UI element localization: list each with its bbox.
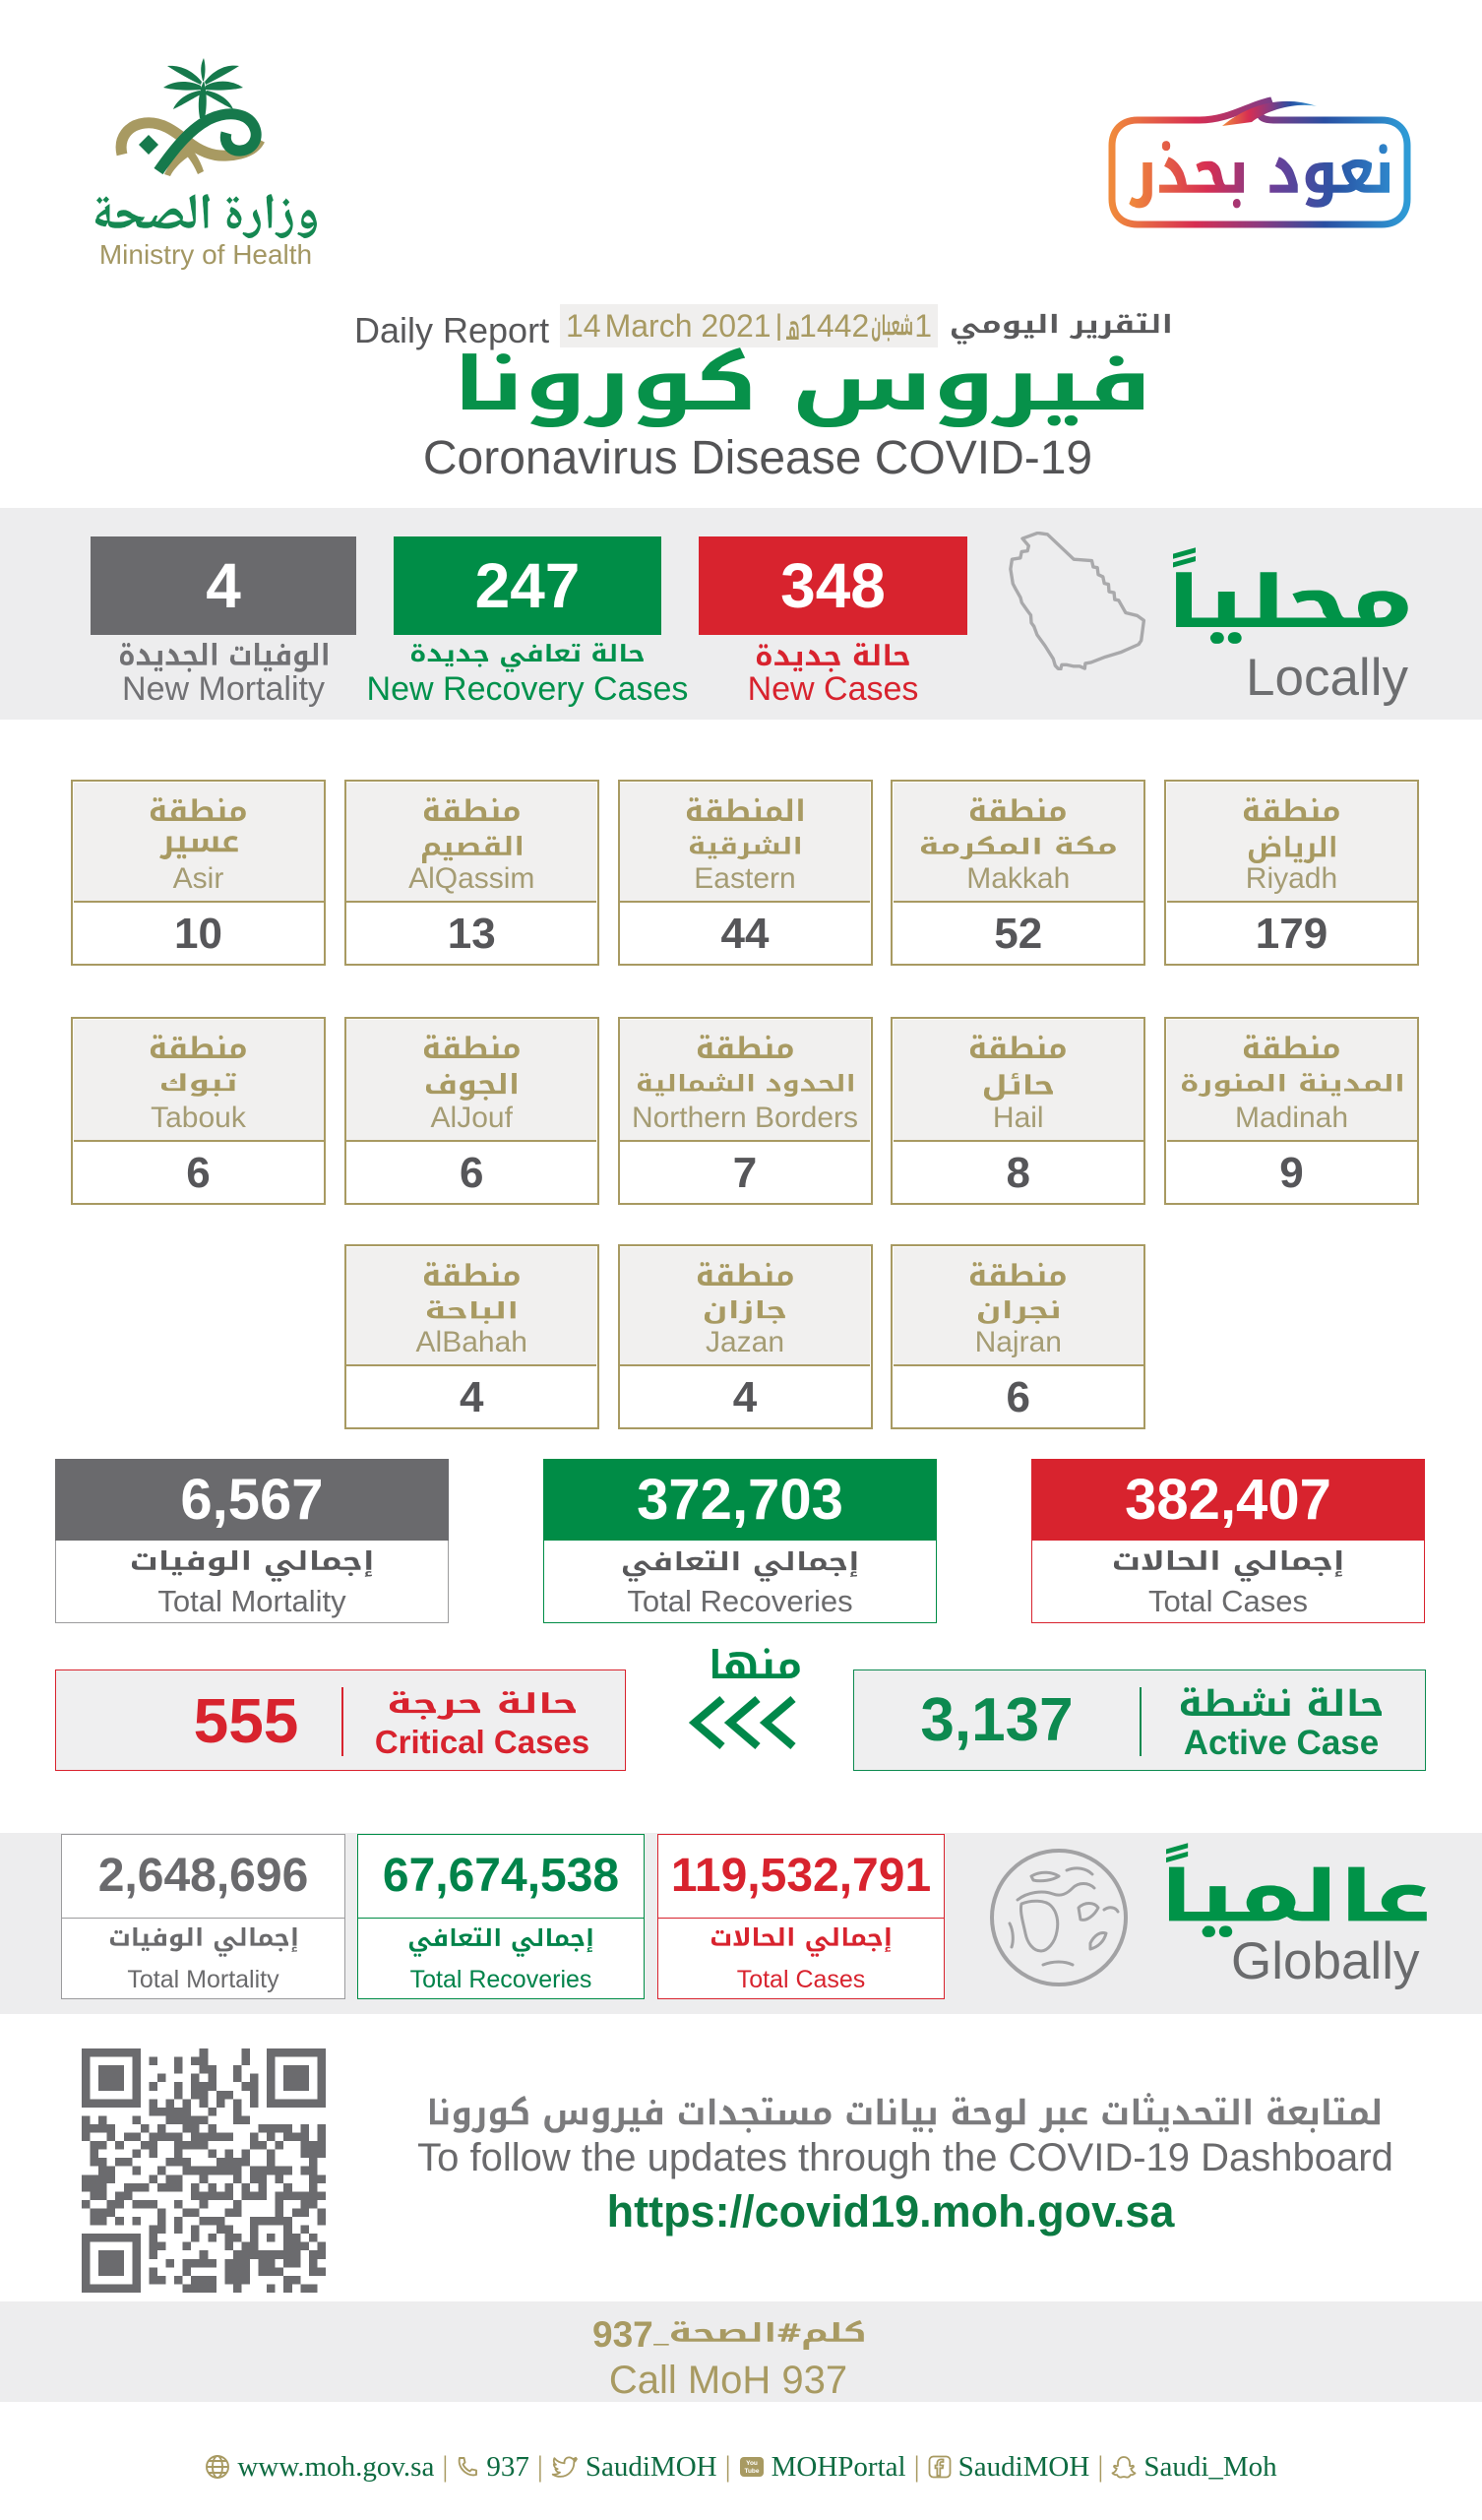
svg-text:You: You (746, 2460, 758, 2467)
svg-text:Tube: Tube (744, 2468, 759, 2475)
